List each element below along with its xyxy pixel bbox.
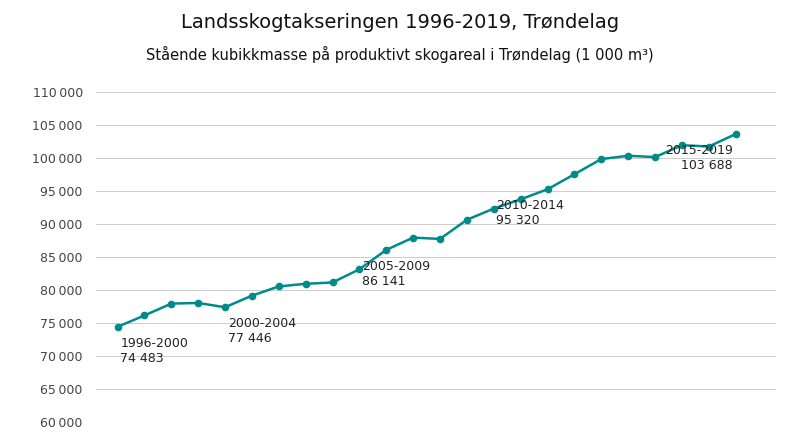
Text: 2000-2004
77 446: 2000-2004 77 446 [228, 317, 296, 345]
Text: Stående kubikkmasse på produktivt skogareal i Trøndelag (1 000 m³): Stående kubikkmasse på produktivt skogar… [146, 46, 654, 63]
Text: Landsskogtakseringen 1996-2019, Trøndelag: Landsskogtakseringen 1996-2019, Trøndela… [181, 13, 619, 32]
Text: 2005-2009
86 141: 2005-2009 86 141 [362, 260, 430, 288]
Text: 1996-2000
74 483: 1996-2000 74 483 [120, 337, 188, 365]
Text: 2015-2019
103 688: 2015-2019 103 688 [665, 144, 733, 172]
Text: 2010-2014
95 320: 2010-2014 95 320 [497, 199, 564, 227]
